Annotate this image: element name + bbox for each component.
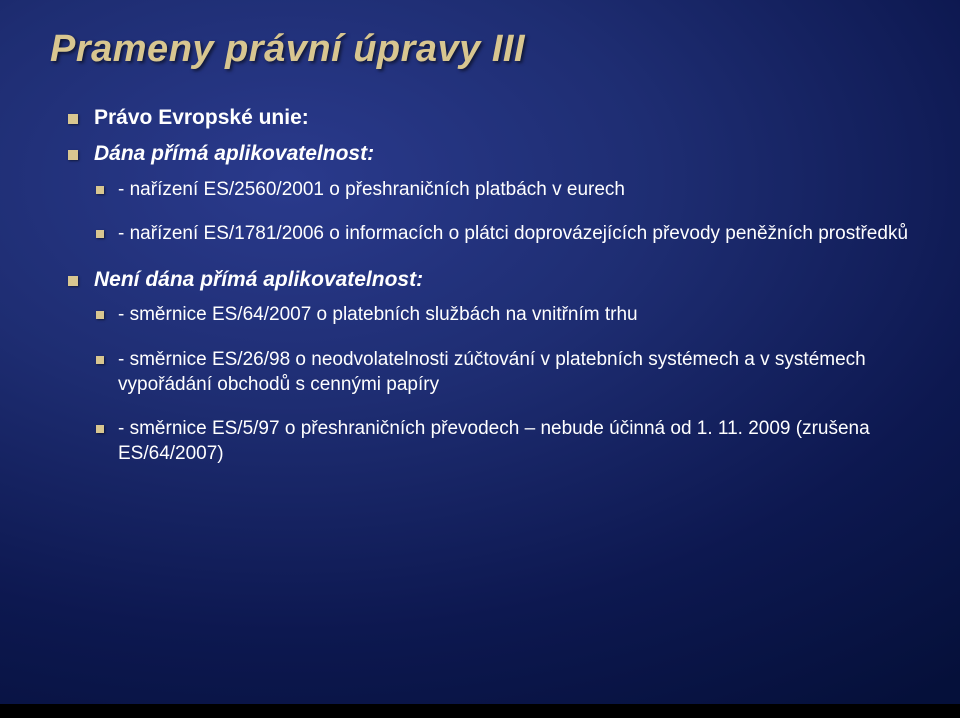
top-list: Právo Evropské unie: Dána přímá aplikova… bbox=[50, 105, 910, 168]
list-item: - nařízení ES/1781/2006 o informacích o … bbox=[96, 222, 910, 247]
slide-title: Prameny právní úpravy III bbox=[50, 28, 910, 71]
sub-list-2: - směrnice ES/64/2007 o platebních služb… bbox=[68, 303, 910, 466]
top-list-2: Není dána přímá aplikovatelnost: bbox=[50, 267, 910, 293]
subsection-heading-1: Dána přímá aplikovatelnost: bbox=[68, 141, 910, 167]
list-item: - směrnice ES/64/2007 o platebních služb… bbox=[96, 303, 910, 328]
list-item: - směrnice ES/5/97 o přeshraničních přev… bbox=[96, 417, 910, 466]
section-heading: Právo Evropské unie: bbox=[68, 105, 910, 131]
sub-list-1: - nařízení ES/2560/2001 o přeshraničních… bbox=[68, 178, 910, 247]
slide: Prameny právní úpravy III Právo Evropské… bbox=[0, 0, 960, 718]
subsection-heading-2: Není dána přímá aplikovatelnost: bbox=[68, 267, 910, 293]
list-item: - nařízení ES/2560/2001 o přeshraničních… bbox=[96, 178, 910, 203]
list-item: - směrnice ES/26/98 o neodvolatelnosti z… bbox=[96, 348, 910, 397]
